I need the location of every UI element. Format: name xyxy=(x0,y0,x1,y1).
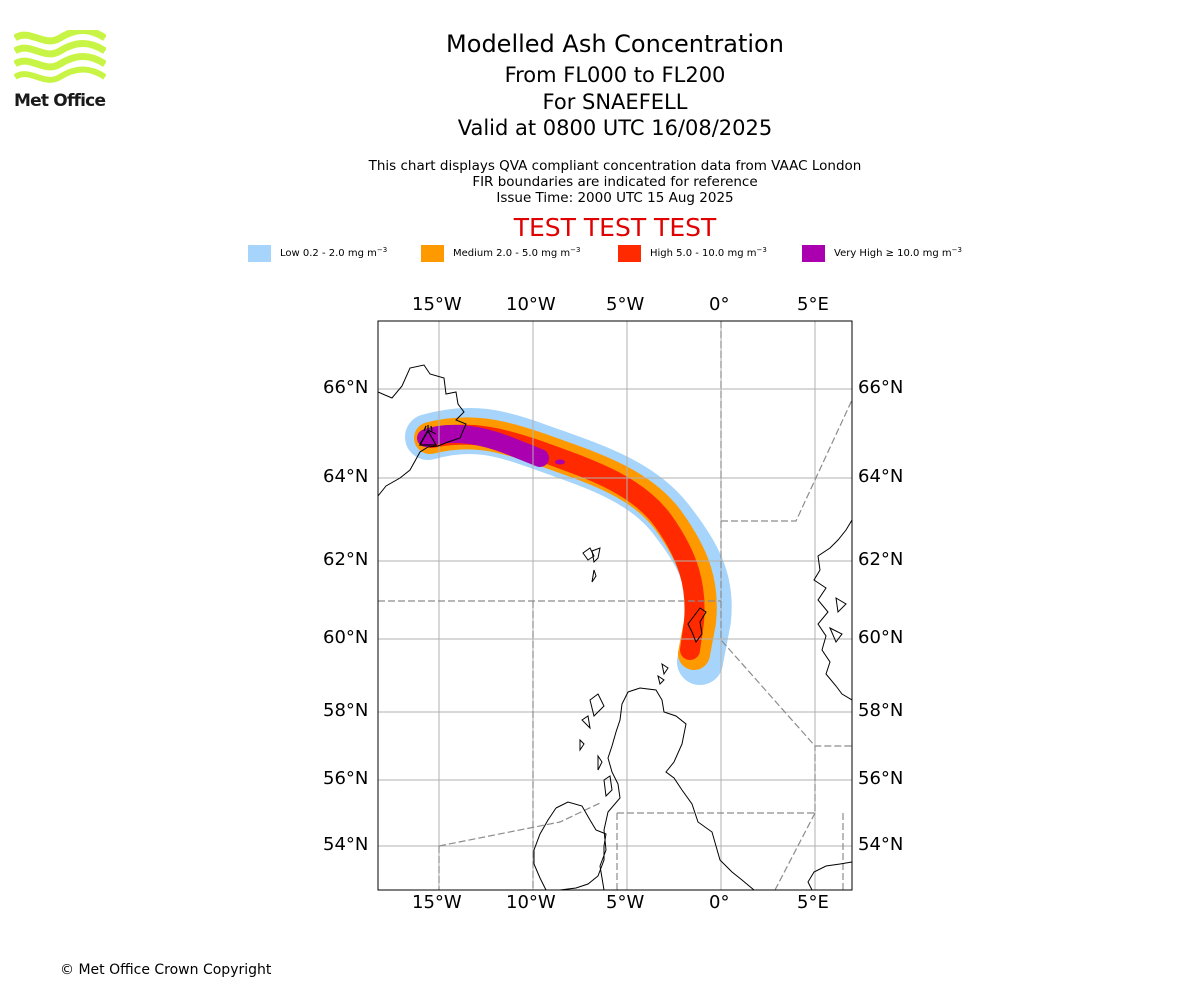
graticule xyxy=(378,321,852,890)
copyright-footer: © Met Office Crown Copyright xyxy=(60,962,272,978)
legend-label-low: Low 0.2 - 2.0 mg m xyxy=(280,248,377,259)
legend-swatch-very-high xyxy=(802,245,825,262)
lon-label-top: 5°W xyxy=(606,294,645,315)
flight-level-range: From FL000 to FL200 xyxy=(504,63,726,87)
lon-label-bottom: 5°E xyxy=(797,892,829,913)
lat-label-left: 60°N xyxy=(323,627,369,648)
valid-time: Valid at 0800 UTC 16/08/2025 xyxy=(457,116,773,140)
lon-label-top: 5°E xyxy=(797,294,829,315)
met-office-logo: Met Office xyxy=(13,27,107,112)
lon-label-bottom: 5°W xyxy=(606,892,645,913)
lon-label-top: 15°W xyxy=(412,294,462,315)
lat-label-right: 60°N xyxy=(858,627,904,648)
test-banner: TEST TEST TEST xyxy=(513,213,717,242)
coastlines xyxy=(378,364,852,890)
legend-label-high: High 5.0 - 10.0 mg m xyxy=(650,248,757,259)
legend-label-very-high: Very High ≥ 10.0 mg m xyxy=(834,248,952,259)
lat-label-right: 56°N xyxy=(858,768,904,789)
lat-label-right: 54°N xyxy=(858,834,904,855)
lat-label-left: 64°N xyxy=(323,466,369,487)
legend-exponent: −3 xyxy=(376,246,388,254)
lat-label-left: 62°N xyxy=(323,549,369,570)
lat-label-left: 56°N xyxy=(323,768,369,789)
ash-very-high-area xyxy=(417,424,565,467)
lat-label-left: 54°N xyxy=(323,834,369,855)
lon-label-bottom: 10°W xyxy=(506,892,556,913)
met-office-waves-icon xyxy=(13,27,107,83)
lon-label-top: 0° xyxy=(709,294,730,315)
subtitle-line: FIR boundaries are indicated for referen… xyxy=(472,174,758,190)
lat-label-right: 64°N xyxy=(858,466,904,487)
lon-label-top: 10°W xyxy=(506,294,556,315)
volcano-icon xyxy=(418,425,438,446)
legend-label-medium: Medium 2.0 - 5.0 mg m xyxy=(453,248,571,259)
subtitle-line: This chart displays QVA compliant concen… xyxy=(368,158,862,174)
legend-swatch-high xyxy=(618,245,641,262)
legend-exponent: −3 xyxy=(951,246,962,254)
lat-label-right: 62°N xyxy=(858,549,904,570)
issue-time: Issue Time: 2000 UTC 15 Aug 2025 xyxy=(496,190,734,206)
lat-label-right: 58°N xyxy=(858,700,904,721)
lat-label-left: 66°N xyxy=(323,377,369,398)
map-frame xyxy=(377,320,853,891)
chart-title: Modelled Ash Concentration xyxy=(446,30,784,58)
lat-label-left: 58°N xyxy=(323,700,369,721)
legend-swatch-medium xyxy=(421,245,444,262)
legend-swatch-low xyxy=(248,245,271,262)
lon-label-bottom: 15°W xyxy=(412,892,462,913)
volcano-name: For SNAEFELL xyxy=(542,90,688,114)
lon-label-bottom: 0° xyxy=(709,892,730,913)
fir-boundaries xyxy=(378,321,852,890)
lat-label-right: 66°N xyxy=(858,377,904,398)
legend-exponent: −3 xyxy=(570,246,581,254)
ash-high-area xyxy=(422,424,705,660)
logo-text: Met Office xyxy=(14,91,106,111)
legend-exponent: −3 xyxy=(756,246,767,254)
